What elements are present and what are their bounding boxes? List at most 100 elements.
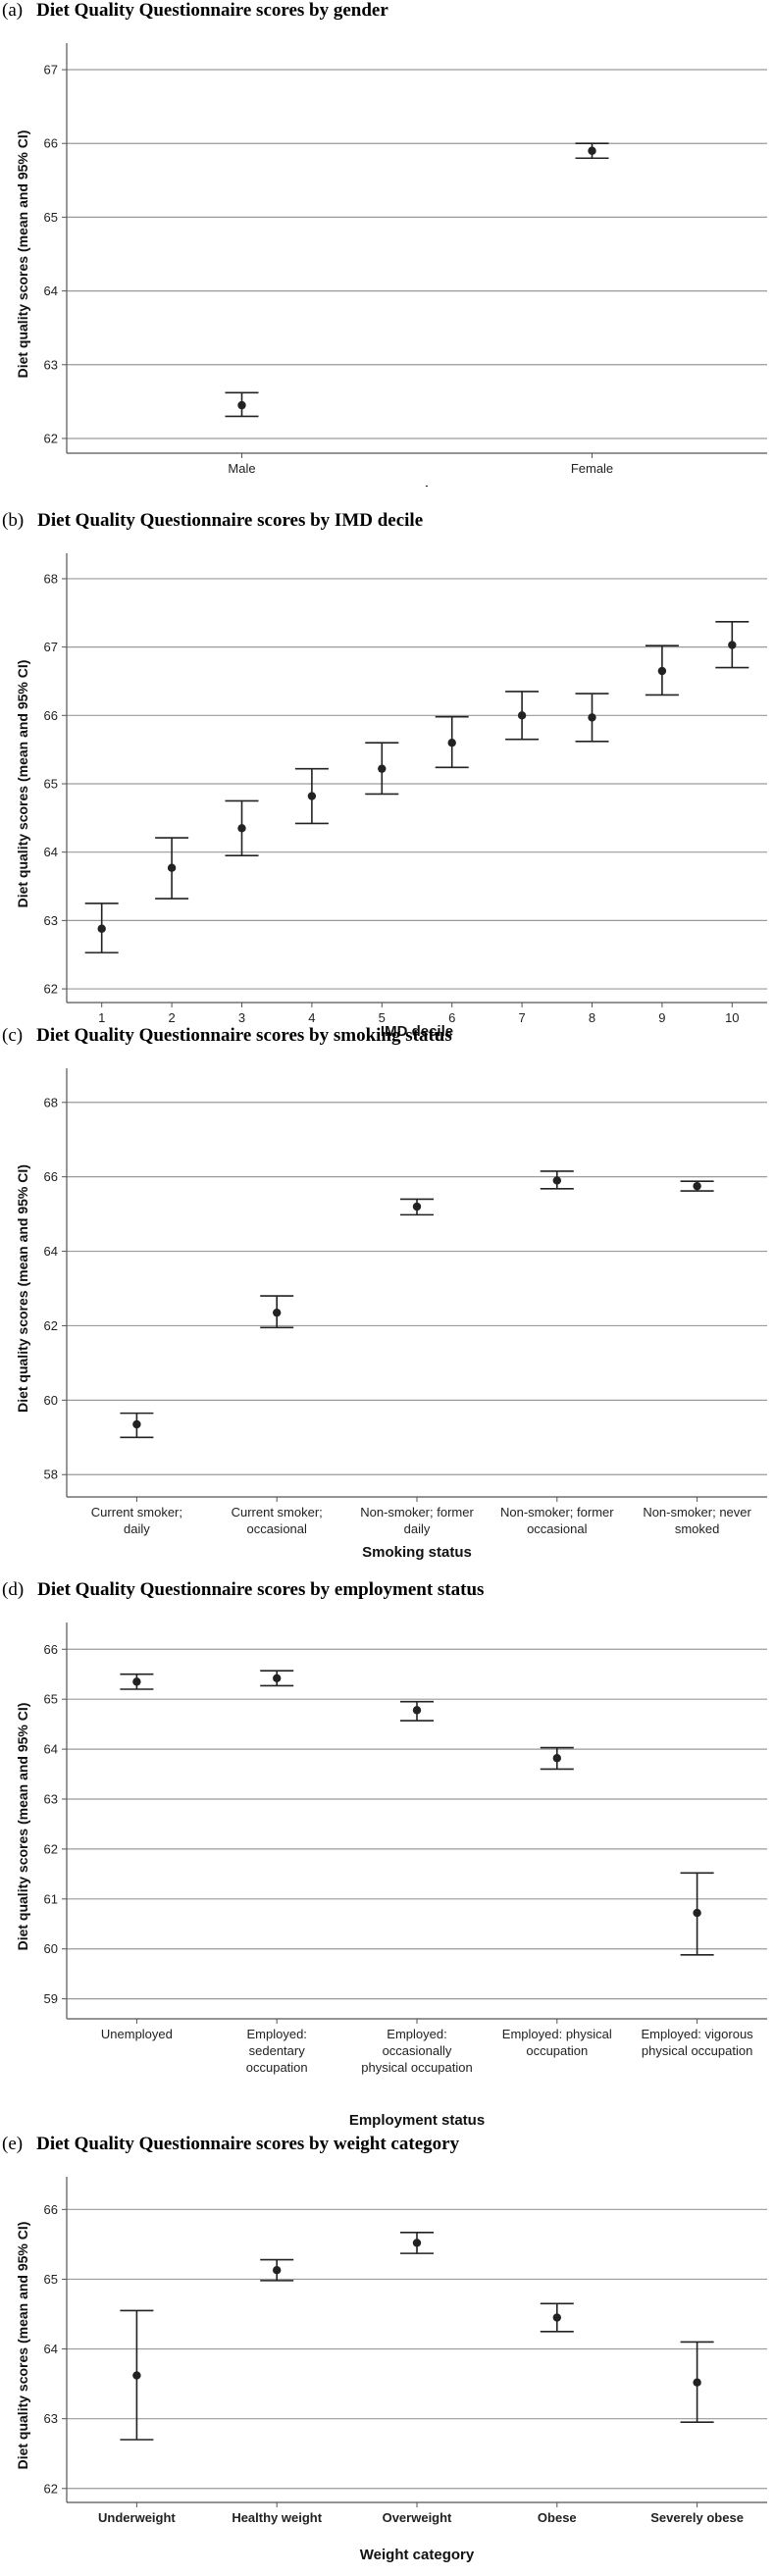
mean-point: [517, 711, 527, 720]
mean-point: [273, 1308, 282, 1317]
panel-title-text: Diet Quality Questionnaire scores by emp…: [37, 1579, 485, 1600]
chart-title: (a) Diet Quality Questionnaire scores by …: [2, 0, 388, 22]
x-axis-label: Employment status: [349, 2112, 485, 2129]
mean-point: [552, 1754, 561, 1763]
y-tick-label: 60: [44, 1941, 58, 1956]
mean-point: [132, 2371, 141, 2380]
x-tick-label: Employed: occasionally physical occupation: [361, 2027, 472, 2075]
y-tick-label: 63: [44, 357, 58, 372]
y-tick-label: 60: [44, 1393, 58, 1408]
panel-label: (c): [2, 1025, 24, 1046]
x-tick-label: Non-smoker; former occasional: [500, 1505, 614, 1536]
mean-point: [588, 713, 596, 722]
x-tick-label: Obese: [538, 2510, 577, 2525]
mean-point: [273, 2266, 282, 2275]
x-tick-label: 7: [518, 1010, 525, 1025]
mean-point: [237, 824, 246, 833]
chart-panel: (d) Diet Quality Questionnaire scores by …: [0, 1579, 775, 2139]
x-tick-label: Female: [571, 461, 613, 476]
y-tick-label: 64: [44, 1244, 58, 1259]
x-tick-label: Overweight: [383, 2510, 452, 2525]
mean-point: [412, 1202, 422, 1211]
x-tick-label: Male: [228, 461, 255, 476]
y-axis-label: Diet quality scores (mean and 95% CI): [15, 2222, 30, 2470]
y-tick-label: 64: [44, 845, 58, 859]
panel-title-text: Diet Quality Questionnaire scores by gen…: [36, 0, 388, 21]
mean-point: [693, 1181, 701, 1191]
mean-point: [378, 764, 387, 773]
mean-point: [412, 1706, 422, 1715]
y-tick-label: 62: [44, 1318, 58, 1333]
panel-label: (b): [2, 510, 25, 531]
chart-title: (e) Diet Quality Questionnaire scores by …: [2, 2134, 459, 2155]
x-tick-label: Severely obese: [650, 2510, 744, 2525]
mean-point: [657, 666, 667, 676]
y-tick-label: 63: [44, 913, 58, 928]
y-tick-label: 62: [44, 1841, 58, 1856]
x-tick-label: Healthy weight: [232, 2510, 322, 2525]
x-tick-label: Employed: vigorous physical occupation: [642, 2027, 754, 2058]
x-tick-label: 8: [589, 1010, 595, 1025]
y-tick-label: 68: [44, 1095, 58, 1109]
x-tick-label: 9: [658, 1010, 665, 1025]
y-tick-label: 66: [44, 2202, 58, 2217]
y-tick-label: 62: [44, 431, 58, 445]
chart-panel: (b) Diet Quality Questionnaire scores by …: [0, 510, 775, 1046]
y-tick-label: 61: [44, 1891, 58, 1906]
chart-panel: (c) Diet Quality Questionnaire scores by …: [0, 1025, 775, 1571]
y-tick-label: 64: [44, 2342, 58, 2356]
x-axis-label: Smoking status: [362, 1544, 472, 1561]
x-tick-label: Underweight: [98, 2510, 176, 2525]
y-tick-label: 66: [44, 1642, 58, 1657]
mean-point: [447, 738, 456, 747]
mean-point: [237, 400, 246, 410]
x-tick-label: 1: [98, 1010, 105, 1025]
y-tick-label: 58: [44, 1468, 58, 1482]
y-axis-label: Diet quality scores (mean and 95% CI): [15, 130, 30, 379]
mean-point: [412, 2239, 422, 2247]
x-tick-label: 4: [308, 1010, 315, 1025]
y-tick-label: 65: [44, 2272, 58, 2287]
mean-point: [693, 1908, 701, 1918]
mean-point: [307, 792, 317, 800]
x-tick-label: 10: [725, 1010, 739, 1025]
x-tick-label: 3: [238, 1010, 245, 1025]
y-tick-label: 65: [44, 777, 58, 792]
mean-point: [132, 1677, 141, 1686]
x-tick-label: Unemployed: [101, 2027, 173, 2041]
x-tick-label: Current smoker; occasional: [232, 1505, 323, 1536]
chart-svg: 62 63 64 65 66 67 Diet quality scores (mean an…: [15, 43, 767, 487]
y-tick-label: 64: [44, 283, 58, 298]
mean-point: [693, 2378, 701, 2387]
panel-label: (d): [2, 1579, 25, 1600]
mean-point: [273, 1674, 282, 1682]
chart-svg: 59 60 61 62 63 64 65 66 Diet quality scores (mea…: [15, 1623, 767, 2129]
y-tick-label: 62: [44, 982, 58, 997]
y-tick-label: 65: [44, 1692, 58, 1707]
x-axis-label: IMD decile: [381, 1023, 453, 1040]
y-tick-label: 66: [44, 1169, 58, 1184]
y-tick-label: 63: [44, 1792, 58, 1807]
mean-point: [552, 2313, 561, 2322]
y-axis-label: Diet quality scores (mean and 95% CI): [15, 660, 30, 908]
chart-svg: 58 60 62 64 66 68 Diet quality scores (mean an…: [15, 1068, 767, 1561]
y-tick-label: 62: [44, 2481, 58, 2496]
x-tick-label: 5: [379, 1010, 386, 1025]
y-tick-label: 67: [44, 640, 58, 654]
mean-point: [728, 641, 737, 649]
chart-panel: (a) Diet Quality Questionnaire scores by …: [0, 0, 775, 487]
x-tick-label: 6: [448, 1010, 455, 1025]
chart-panel: (e) Diet Quality Questionnaire scores by …: [0, 2134, 775, 2576]
x-tick-label: Employed: sedentary occupation: [246, 2027, 308, 2075]
chart-title: (d) Diet Quality Questionnaire scores by …: [2, 1579, 484, 1601]
x-tick-label: Non-smoker; never smoked: [643, 1505, 751, 1536]
x-tick-label: Employed: physical occupation: [502, 2027, 612, 2058]
x-axis-label: Weight category: [360, 2547, 475, 2563]
y-tick-label: 64: [44, 1742, 58, 1757]
panel-label: (e): [2, 2134, 24, 2154]
y-axis-label: Diet quality scores (mean and 95% CI): [15, 1703, 30, 1951]
x-tick-label: 2: [168, 1010, 175, 1025]
mean-point: [132, 1419, 141, 1429]
chart-svg: 62 63 64 65 66 Diet quality scores (mean and …: [15, 2177, 767, 2563]
